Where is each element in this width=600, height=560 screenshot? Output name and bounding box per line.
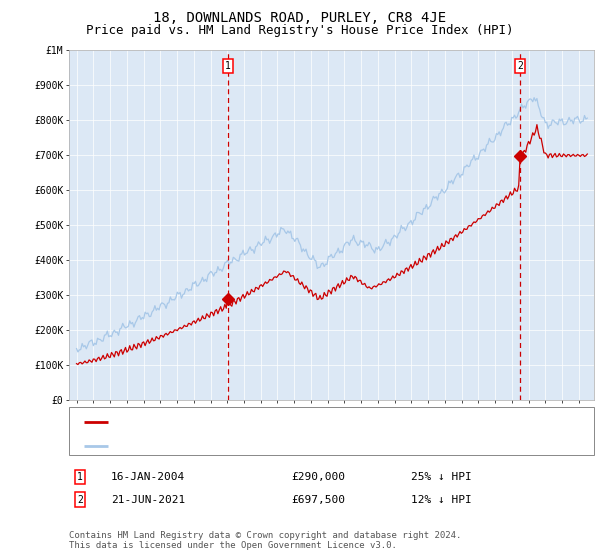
Text: Price paid vs. HM Land Registry's House Price Index (HPI): Price paid vs. HM Land Registry's House … <box>86 24 514 36</box>
Text: 12% ↓ HPI: 12% ↓ HPI <box>411 494 472 505</box>
Text: 1: 1 <box>225 61 231 71</box>
Text: 16-JAN-2004: 16-JAN-2004 <box>111 472 185 482</box>
Text: 21-JUN-2021: 21-JUN-2021 <box>111 494 185 505</box>
Text: 18, DOWNLANDS ROAD, PURLEY, CR8 4JE (detached house): 18, DOWNLANDS ROAD, PURLEY, CR8 4JE (det… <box>115 417 466 427</box>
Text: 25% ↓ HPI: 25% ↓ HPI <box>411 472 472 482</box>
Text: 18, DOWNLANDS ROAD, PURLEY, CR8 4JE: 18, DOWNLANDS ROAD, PURLEY, CR8 4JE <box>154 11 446 25</box>
Text: 2: 2 <box>517 61 523 71</box>
Text: 2: 2 <box>77 494 83 505</box>
Text: HPI: Average price, detached house, Croydon: HPI: Average price, detached house, Croy… <box>115 441 406 451</box>
Text: Contains HM Land Registry data © Crown copyright and database right 2024.
This d: Contains HM Land Registry data © Crown c… <box>69 531 461 550</box>
Text: £290,000: £290,000 <box>291 472 345 482</box>
Text: 1: 1 <box>77 472 83 482</box>
Text: £697,500: £697,500 <box>291 494 345 505</box>
